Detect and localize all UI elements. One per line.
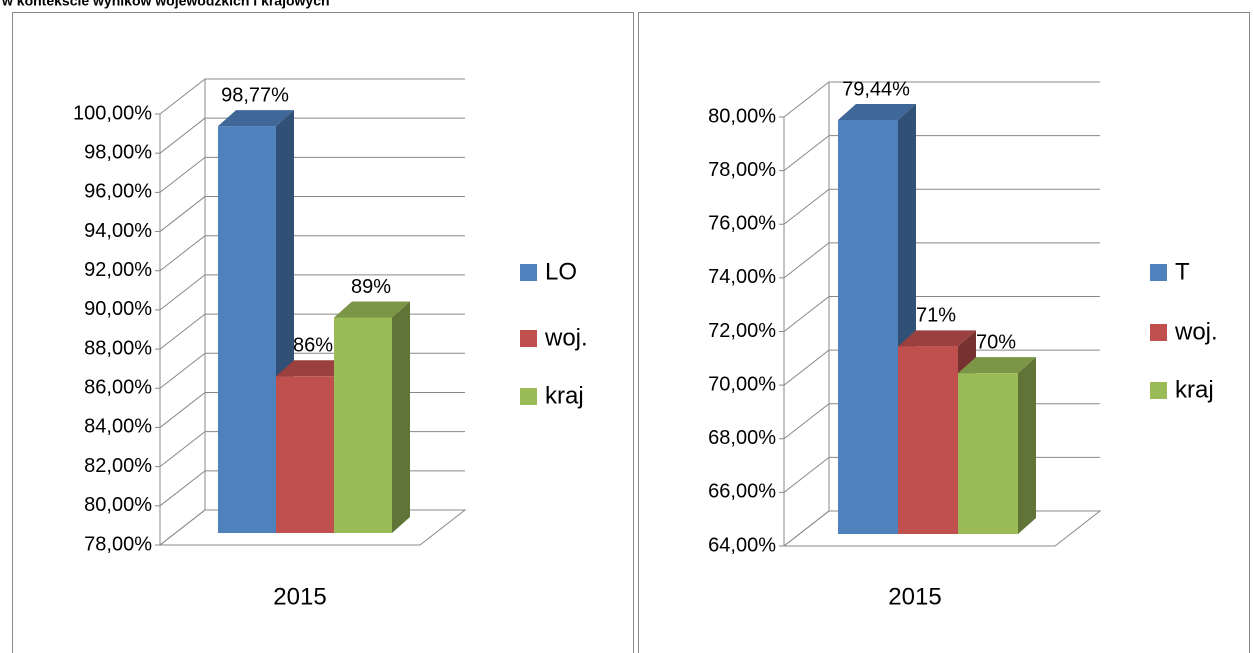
bar — [334, 317, 392, 533]
y-tick-label: 78,00% — [84, 533, 152, 555]
y-tick-label: 94,00% — [84, 220, 152, 242]
legend-swatch — [1150, 382, 1167, 399]
value-label: 89% — [351, 276, 391, 298]
y-tick-label: 78,00% — [708, 159, 776, 181]
y-tick-label: 70,00% — [708, 373, 776, 395]
y-tick-label: 74,00% — [708, 266, 776, 288]
value-label: 70% — [976, 331, 1016, 353]
legend-label: kraj — [545, 382, 584, 409]
grid-line — [783, 242, 1100, 279]
chart-frame — [638, 12, 1250, 653]
y-tick-label: 92,00% — [84, 259, 152, 281]
grid-line — [783, 135, 1100, 172]
legend-label: kraj — [1175, 376, 1214, 403]
chart-frame — [12, 12, 634, 653]
y-tick-label: 80,00% — [708, 105, 776, 127]
bar-side — [392, 301, 410, 533]
legend-swatch — [1150, 264, 1167, 281]
bar-top — [276, 360, 352, 377]
grid-line — [783, 81, 1100, 118]
bar-top — [218, 110, 294, 127]
y-tick-label: 90,00% — [84, 298, 152, 320]
grid-line — [783, 296, 1100, 332]
bar-side — [1018, 357, 1036, 534]
legend-swatch — [1150, 324, 1167, 341]
bar — [218, 126, 276, 534]
value-label: 86% — [293, 335, 333, 357]
y-tick-label: 100,00% — [73, 102, 152, 124]
bar-top — [334, 301, 410, 318]
bar-top — [958, 357, 1036, 374]
y-tick-label: 84,00% — [84, 416, 152, 438]
legend-swatch — [520, 330, 537, 347]
legend-label: T — [1175, 258, 1190, 285]
y-tick-label: 88,00% — [84, 337, 152, 359]
x-tick-label: 2015 — [888, 583, 941, 610]
grid-line — [159, 274, 465, 311]
value-label: 79,44% — [842, 78, 910, 100]
y-tick-label: 96,00% — [84, 181, 152, 203]
y-tick-label: 86,00% — [84, 377, 152, 399]
legend-swatch — [520, 264, 537, 281]
grid-line — [783, 349, 1100, 386]
y-tick-label: 66,00% — [708, 481, 776, 503]
grid-line — [159, 117, 465, 154]
bar — [838, 120, 898, 534]
y-tick-label: 82,00% — [84, 455, 152, 477]
value-label: 98,77% — [221, 84, 289, 106]
legend-swatch — [520, 388, 537, 405]
y-tick-label: 64,00% — [708, 534, 776, 556]
y-tick-label: 98,00% — [84, 141, 152, 163]
grid-line — [783, 188, 1100, 225]
y-tick-label: 68,00% — [708, 427, 776, 449]
x-tick-label: 2015 — [273, 583, 326, 610]
bar — [276, 376, 334, 533]
grid-line — [159, 156, 465, 193]
grid-line — [159, 78, 465, 115]
y-tick-label: 80,00% — [84, 494, 152, 516]
y-tick-label: 76,00% — [708, 213, 776, 235]
legend-label: woj. — [544, 324, 588, 351]
bar-top — [838, 104, 916, 121]
page-title: w kontekście wyników wojewódzkich i kraj… — [1, 0, 330, 9]
bar — [898, 346, 958, 534]
bar — [958, 373, 1018, 534]
value-label: 71% — [916, 305, 956, 327]
grid-line — [159, 196, 465, 232]
y-tick-label: 72,00% — [708, 320, 776, 342]
grid-line — [159, 235, 465, 272]
bar-top — [898, 330, 976, 347]
legend-label: woj. — [1174, 318, 1218, 345]
legend-label: LO — [545, 258, 577, 285]
